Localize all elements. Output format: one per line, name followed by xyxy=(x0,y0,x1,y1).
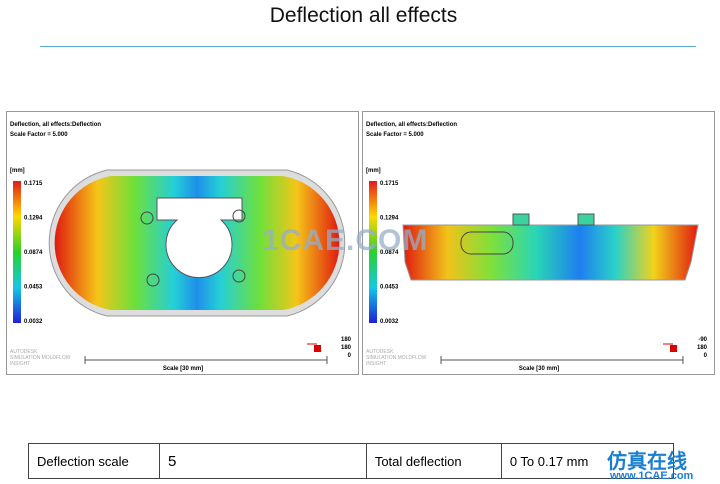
table-cell: 5 xyxy=(158,443,367,479)
triad-label: 180 xyxy=(341,337,352,343)
result-panel: Deflection, all effects:Deflection Scale … xyxy=(362,111,715,375)
legend-label: 0.0453 xyxy=(380,285,399,291)
logo: INSIGHT xyxy=(366,361,386,367)
boss xyxy=(232,269,246,283)
watermark: 1CAE.COM xyxy=(262,224,429,257)
color-bar xyxy=(369,181,377,323)
triad-box xyxy=(314,345,321,352)
panel-heading: Deflection, all effects:Deflection xyxy=(366,122,457,128)
slide-title: Deflection all effects xyxy=(269,4,458,27)
scale-label: Scale [30 mm] xyxy=(519,366,559,372)
scale-label: Scale [30 mm] xyxy=(163,366,203,372)
legend-label: 0.1294 xyxy=(380,216,399,222)
triad-box xyxy=(670,345,677,352)
legend-label: 0.0032 xyxy=(380,319,399,325)
legend-label: 0.0453 xyxy=(24,285,43,291)
table-cell: Total deflection xyxy=(365,443,502,479)
legend-label: 0.0874 xyxy=(380,250,399,256)
triad-label: -90 xyxy=(698,337,707,343)
logo: AUTODESK xyxy=(10,349,38,355)
triad-label: 0 xyxy=(348,353,352,359)
boss xyxy=(140,211,154,225)
table-cell: 0 To 0.17 mm xyxy=(500,443,675,479)
footer-watermark: 仿真在线 xyxy=(607,451,687,473)
panel-heading: Deflection, all effects:Deflection xyxy=(10,122,101,128)
cutout xyxy=(156,197,243,279)
table-cell: Deflection scale xyxy=(28,443,160,479)
legend-label: 0.1294 xyxy=(24,216,43,222)
scale-factor: Scale Factor = 5.000 xyxy=(10,132,68,138)
boss xyxy=(577,213,595,226)
boss xyxy=(512,213,530,226)
triad-label: 0 xyxy=(704,353,708,359)
part xyxy=(402,224,699,281)
legend-label: 0.0032 xyxy=(24,319,43,325)
unit-label: [mm] xyxy=(366,168,381,174)
logo: INSIGHT xyxy=(10,361,30,367)
boss xyxy=(146,273,160,287)
legend-label: 0.1715 xyxy=(380,181,399,187)
footer-url: www.1CAE.com xyxy=(610,470,694,482)
legend-label: 0.1715 xyxy=(24,181,43,187)
color-bar xyxy=(13,181,21,323)
logo: AUTODESK xyxy=(366,349,394,355)
logo: SIMULATION MOLDFLOW xyxy=(366,355,427,361)
boss xyxy=(232,209,246,223)
table-row: Deflection scale 5 Total deflection 0 To 0.… xyxy=(28,443,675,479)
result-panel: Deflection, all effects:Deflection Scale … xyxy=(6,111,359,375)
legend-label: 0.0874 xyxy=(24,250,43,256)
title-rule xyxy=(40,46,696,47)
triad-label: 180 xyxy=(341,345,352,351)
logo: SIMULATION MOLDFLOW xyxy=(10,355,71,361)
panel-svg: Deflection, all effects:Deflection Scale … xyxy=(10,122,352,372)
scale-factor: Scale Factor = 5.000 xyxy=(366,132,424,138)
unit-label: [mm] xyxy=(10,168,25,174)
panel-svg: Deflection, all effects:Deflection Scale … xyxy=(366,122,708,372)
slot xyxy=(460,231,514,255)
triad-label: 180 xyxy=(697,345,708,351)
settings-table: Deflection scale 5 Total deflection 0 To 0.… xyxy=(28,443,675,479)
